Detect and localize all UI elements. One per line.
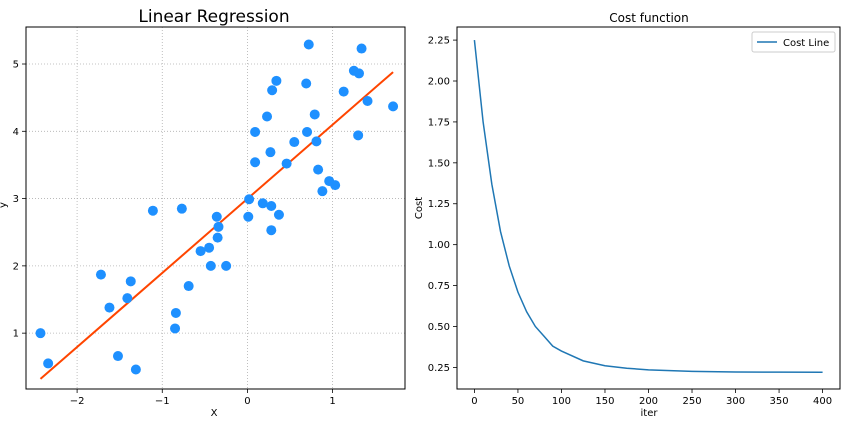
scatter-point bbox=[388, 101, 399, 112]
scatter-point bbox=[330, 180, 341, 191]
x-axis-ticks: −2 −1 0 1 bbox=[70, 389, 336, 407]
x-tick-label: 150 bbox=[595, 396, 614, 407]
cost-line bbox=[473, 40, 823, 374]
scatter-point bbox=[267, 85, 278, 96]
y-tick-label: 1.00 bbox=[428, 240, 450, 251]
scatter-point bbox=[195, 246, 206, 257]
grid-lines bbox=[26, 27, 405, 389]
y-tick-label: 3 bbox=[13, 194, 19, 205]
scatter-point bbox=[289, 137, 300, 148]
scatter-point bbox=[271, 75, 282, 86]
scatter-point bbox=[130, 364, 141, 375]
data-points bbox=[35, 39, 399, 375]
x-tick-label: 350 bbox=[770, 396, 789, 407]
scatter-point bbox=[353, 130, 364, 141]
scatter-point bbox=[125, 276, 136, 287]
linear-regression-chart: Linear Regression X y −2 −1 0 1 1 2 3 4 5 bbox=[0, 7, 406, 419]
legend-label: Cost Line bbox=[783, 38, 829, 49]
scatter-point bbox=[213, 221, 224, 232]
cost-series-layer bbox=[473, 40, 823, 374]
y-tick-label: 2.25 bbox=[428, 36, 450, 47]
x-tick-label: −1 bbox=[155, 396, 170, 407]
scatter-point bbox=[43, 358, 54, 369]
scatter-point bbox=[273, 209, 284, 220]
y-axis-label: y bbox=[0, 202, 9, 208]
x-tick-label: 200 bbox=[639, 396, 658, 407]
scatter-point bbox=[265, 147, 276, 158]
scatter-point bbox=[35, 328, 46, 339]
y-tick-label: 5 bbox=[13, 60, 19, 71]
x-tick-label: 50 bbox=[512, 396, 525, 407]
scatter-point bbox=[205, 260, 216, 271]
chart-title: Linear Regression bbox=[138, 7, 289, 27]
y-tick-label: 0.75 bbox=[428, 281, 450, 292]
scatter-point bbox=[262, 111, 273, 122]
scatter-point bbox=[170, 323, 181, 334]
scatter-point bbox=[356, 43, 367, 54]
x-axis-label: X bbox=[211, 408, 218, 419]
scatter-point bbox=[317, 186, 328, 197]
y-tick-label: 0.25 bbox=[428, 363, 450, 374]
y-tick-label: 0.50 bbox=[428, 322, 450, 333]
x-tick-label: 0 bbox=[244, 396, 250, 407]
scatter-point bbox=[212, 232, 223, 243]
scatter-point bbox=[104, 302, 115, 313]
y-tick-label: 4 bbox=[13, 127, 19, 138]
cost-function-chart: Cost function iter Cost 0 50 100 150 200 250 3… bbox=[414, 11, 841, 419]
y-tick-label: 1.50 bbox=[428, 158, 450, 169]
plot-frame bbox=[456, 26, 841, 390]
scatter-point bbox=[170, 307, 181, 318]
x-tick-label: 300 bbox=[726, 396, 745, 407]
scatter-point bbox=[362, 96, 373, 107]
scatter-point bbox=[243, 211, 254, 222]
scatter-point bbox=[311, 136, 322, 147]
x-tick-label: −2 bbox=[70, 396, 85, 407]
legend: Cost Line bbox=[751, 31, 836, 53]
scatter-point bbox=[338, 86, 349, 97]
scatter-point bbox=[122, 293, 133, 304]
scatter-point bbox=[244, 194, 255, 205]
scatter-point bbox=[301, 78, 312, 89]
scatter-point bbox=[266, 225, 277, 236]
y-axis-label: Cost bbox=[414, 197, 425, 219]
scatter-point bbox=[250, 157, 261, 168]
scatter-point bbox=[221, 260, 232, 271]
scatter-point bbox=[354, 68, 365, 79]
x-tick-label: 250 bbox=[682, 396, 701, 407]
x-axis-label: iter bbox=[641, 408, 659, 419]
scatter-point bbox=[183, 281, 194, 292]
scatter-point bbox=[309, 109, 320, 120]
scatter-point bbox=[313, 164, 324, 175]
y-tick-label: 2.00 bbox=[428, 77, 450, 88]
scatter-point bbox=[176, 203, 187, 214]
scatter-point bbox=[266, 200, 277, 211]
scatter-point bbox=[250, 126, 261, 137]
y-tick-label: 1 bbox=[13, 329, 19, 340]
scatter-point bbox=[257, 198, 268, 209]
scatter-point bbox=[302, 126, 313, 137]
plot-frame bbox=[25, 26, 406, 390]
scatter-point bbox=[281, 158, 292, 169]
legend-box bbox=[751, 31, 836, 53]
scatter-point bbox=[303, 39, 314, 50]
x-axis-ticks: 0 50 100 150 200 250 300 350 400 bbox=[471, 389, 832, 407]
y-tick-label: 1.25 bbox=[428, 199, 450, 210]
scatter-point bbox=[204, 242, 215, 253]
y-tick-label: 2 bbox=[13, 261, 19, 272]
x-tick-label: 0 bbox=[471, 396, 477, 407]
scatter-point bbox=[147, 205, 158, 216]
scatter-point bbox=[95, 269, 106, 280]
x-tick-label: 1 bbox=[329, 396, 335, 407]
y-axis-ticks: 1 2 3 4 5 bbox=[13, 60, 26, 340]
x-tick-label: 100 bbox=[552, 396, 571, 407]
chart-title: Cost function bbox=[609, 11, 689, 25]
scatter-point bbox=[112, 351, 123, 362]
y-axis-ticks: 0.25 0.50 0.75 1.00 1.25 1.50 1.75 2.00 2.25 bbox=[428, 36, 457, 374]
x-tick-label: 400 bbox=[813, 396, 832, 407]
y-tick-label: 1.75 bbox=[428, 117, 450, 128]
scatter-point bbox=[211, 211, 222, 222]
